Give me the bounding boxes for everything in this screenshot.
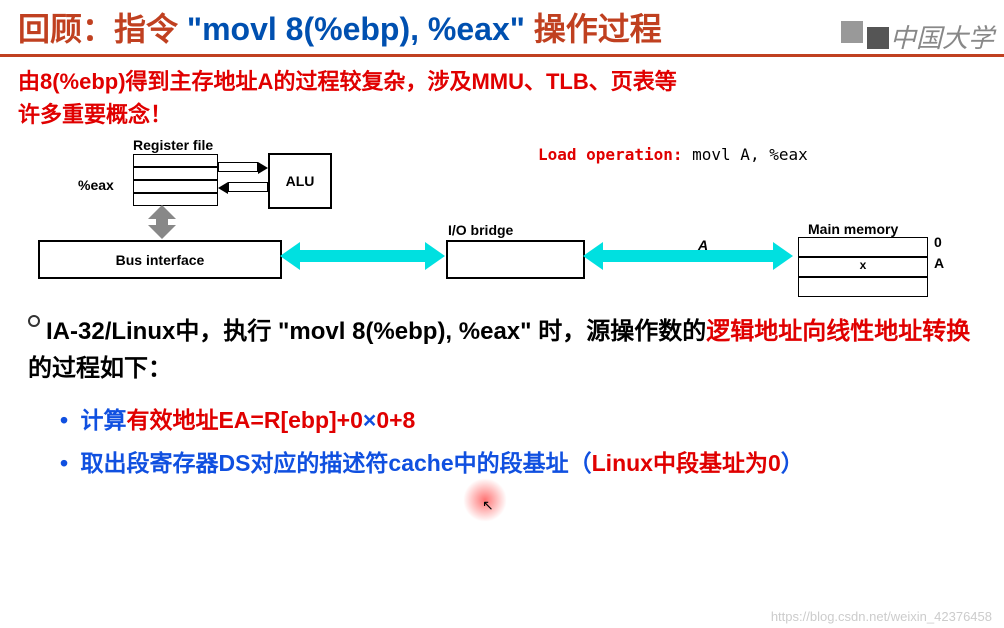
addr-a-label: A <box>698 237 708 253</box>
load-op-label: Load operation: <box>538 145 683 164</box>
title-quoted: "movl 8(%ebp), %eax" <box>187 11 525 47</box>
main-memory-box: x <box>798 237 928 297</box>
subtitle: 由8(%ebp)得到主存地址A的过程较复杂，涉及MMU、TLB、页表等 许多重要… <box>0 57 1004 135</box>
watermark-text: 中国大学 <box>890 23 994 53</box>
title-prefix: 回顾：指令 <box>18 11 178 47</box>
subtitle-line2: 许多重要概念！ <box>18 102 172 127</box>
cpu-diagram: Register file %eax ALU Bus interface I/O… <box>18 135 978 305</box>
load-operation: Load operation: movl A, %eax <box>538 145 808 164</box>
main-memory-label: Main memory <box>808 221 898 237</box>
io-bridge-label: I/O bridge <box>448 222 513 238</box>
subtitle-line1: 由8(%ebp)得到主存地址A的过程较复杂，涉及MMU、TLB、页表等 <box>18 69 677 94</box>
title-suffix: 操作过程 <box>534 11 662 47</box>
register-file-box <box>133 154 218 204</box>
mem-a-label: A <box>934 255 944 271</box>
bullet-1: • 计算有效地址EA=R[ebp]+0×0+8 <box>60 403 1004 438</box>
mem-zero-label: 0 <box>934 234 942 250</box>
degree-icon <box>28 315 40 327</box>
bus-arrow-2 <box>583 247 793 265</box>
cursor-icon: ↖ <box>482 497 494 514</box>
eax-label: %eax <box>78 177 114 193</box>
bus-arrow-1 <box>280 247 445 265</box>
register-file-label: Register file <box>133 137 213 153</box>
bullet-2: • 取出段寄存器DS对应的描述符cache中的段基址（Linux中段基址为0） <box>60 446 1004 481</box>
vertical-arrow <box>148 205 176 239</box>
footer-url: https://blog.csdn.net/weixin_42376458 <box>771 609 992 624</box>
arrow-to-alu-1 <box>218 162 268 172</box>
bullet-list: • 计算有效地址EA=R[ebp]+0×0+8 • 取出段寄存器DS对应的描述符… <box>0 403 1004 480</box>
io-bridge-box <box>446 240 585 279</box>
bus-interface-box: Bus interface <box>38 240 282 279</box>
arrow-from-alu <box>218 182 268 192</box>
alu-box: ALU <box>268 153 332 209</box>
memory-cell-x: x <box>798 257 928 277</box>
load-op-code: movl A, %eax <box>692 145 808 164</box>
paragraph-1: IA-32/Linux中，执行 "movl 8(%ebp), %eax" 时，源… <box>0 305 1004 395</box>
watermark: 中国大学 <box>841 18 994 55</box>
